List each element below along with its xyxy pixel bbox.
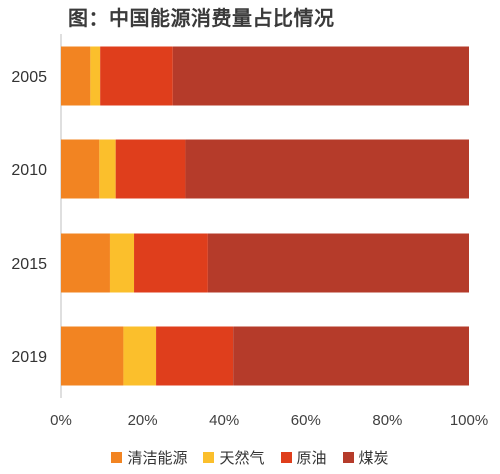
bar-segment-2010-2	[115, 139, 186, 199]
bar-segment-2015-0	[61, 233, 110, 293]
legend-item: 天然气	[203, 447, 265, 468]
legend-label: 煤炭	[358, 449, 389, 467]
y-tick-label: 2015	[11, 256, 47, 273]
y-tick-labels: 2005 2010 2015 2019	[11, 69, 47, 366]
x-tick-labels: 0% 20% 40% 60% 80% 100%	[50, 412, 488, 429]
bars-group	[61, 46, 470, 386]
legend-item: 煤炭	[342, 447, 389, 468]
legend-label: 原油	[296, 449, 327, 467]
legend-swatch	[111, 452, 123, 463]
legend-label: 清洁能源	[127, 449, 188, 467]
bar-segment-2015-3	[207, 233, 469, 293]
y-tick-label: 2019	[11, 349, 47, 366]
legend-item: 清洁能源	[111, 447, 187, 468]
legend: 清洁能源 天然气 原油 煤炭	[0, 447, 500, 468]
bar-segment-2015-2	[134, 233, 208, 293]
bar-segment-2015-1	[109, 233, 135, 293]
bar-segment-2010-1	[99, 139, 116, 199]
bar-segment-2010-0	[61, 139, 100, 199]
y-tick-label: 2010	[11, 162, 47, 179]
legend-item: 原油	[280, 447, 327, 468]
chart-title: 图：中国能源消费量占比情况	[68, 6, 335, 30]
x-tick-label: 60%	[291, 412, 321, 429]
bar-segment-2010-3	[185, 139, 469, 199]
legend-swatch	[280, 452, 292, 463]
bar-segment-2005-2	[100, 46, 173, 106]
x-tick-label: 40%	[209, 412, 239, 429]
bar-segment-2019-3	[233, 326, 469, 386]
bar-segment-2019-1	[123, 326, 157, 386]
bar-segment-2005-1	[90, 46, 101, 106]
bar-segment-2005-0	[61, 46, 91, 106]
bar-segment-2019-2	[156, 326, 234, 386]
legend-swatch	[203, 452, 215, 463]
bar-segment-2019-0	[61, 326, 124, 386]
x-tick-label: 80%	[372, 412, 402, 429]
bar-segment-2005-3	[172, 46, 470, 106]
legend-swatch	[342, 452, 354, 463]
x-tick-label: 100%	[450, 412, 488, 429]
x-tick-label: 20%	[128, 412, 158, 429]
x-tick-label: 0%	[50, 412, 72, 429]
y-tick-label: 2005	[11, 69, 47, 86]
legend-label: 天然气	[219, 449, 265, 467]
